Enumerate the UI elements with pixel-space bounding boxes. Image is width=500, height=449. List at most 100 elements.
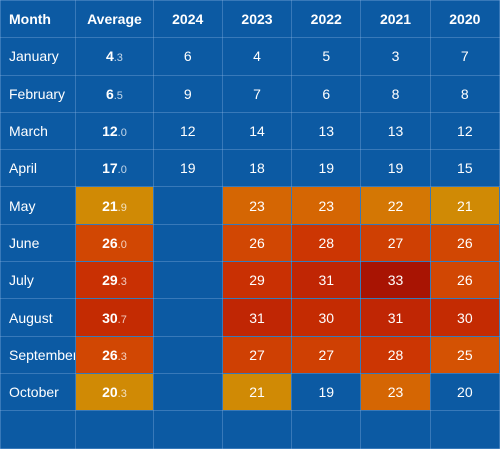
value-cell-2020: 30 [429, 298, 500, 337]
table-row: July 29.3 29 31 33 26 [0, 261, 500, 300]
header-year-2022: 2022 [291, 0, 362, 39]
value-cell-2022: 19 [291, 149, 362, 188]
average-integer: 4 [105, 48, 114, 65]
average-decimal: .5 [113, 89, 123, 102]
value-cell-2020: 15 [429, 149, 500, 188]
value-cell-2023: 14 [221, 111, 293, 151]
average-cell: 12.0 [75, 111, 154, 151]
average-integer: 20 [102, 384, 118, 401]
value-cell-2021: 13 [360, 111, 431, 151]
value-cell-2024 [152, 372, 223, 412]
value-cell-2024: 12 [152, 111, 223, 151]
average-cell: 26.3 [75, 335, 154, 374]
value-cell-2024 [152, 223, 223, 263]
average-cell [75, 410, 154, 449]
value-cell-2020: 21 [429, 186, 500, 225]
month-cell: May [0, 186, 77, 225]
table-row: June 26.0 26 28 27 26 [0, 223, 500, 263]
value-cell-2020: 26 [429, 261, 500, 300]
table-row: October 20.3 21 19 23 20 [0, 372, 500, 412]
table-row: April 17.0 19 18 19 19 15 [0, 149, 500, 188]
table-row: September 26.3 27 27 28 25 [0, 335, 500, 374]
value-cell-2024: 6 [152, 37, 223, 76]
average-decimal: .0 [117, 238, 127, 251]
value-cell-2023: 31 [221, 298, 293, 337]
month-cell: August [0, 298, 77, 337]
value-cell-2020: 26 [429, 223, 500, 263]
value-cell-2023: 18 [221, 149, 293, 188]
value-cell-2023: 4 [221, 37, 293, 76]
value-cell-2020: 25 [429, 335, 500, 374]
value-cell-2023: 26 [221, 223, 293, 263]
value-cell-2024 [152, 186, 223, 225]
average-cell: 20.3 [75, 372, 154, 412]
average-cell: 26.0 [75, 223, 154, 263]
value-cell-2024 [152, 261, 223, 300]
value-cell-2021: 33 [360, 261, 431, 300]
average-decimal: .0 [117, 164, 127, 177]
value-cell-2022: 6 [291, 74, 362, 113]
value-cell-2022 [291, 410, 362, 449]
month-cell [0, 410, 77, 449]
value-cell-2021: 27 [360, 223, 431, 263]
average-decimal: .3 [113, 52, 123, 65]
table-row: January 4.3 6 4 5 3 7 [0, 37, 500, 76]
header-year-2021: 2021 [360, 0, 431, 39]
value-cell-2021: 19 [360, 149, 431, 188]
month-cell: July [0, 261, 77, 300]
month-cell: September [0, 335, 77, 374]
value-cell-2020 [429, 410, 500, 449]
average-decimal: .0 [117, 127, 127, 140]
value-cell-2024: 19 [152, 149, 223, 188]
header-year-2020: 2020 [429, 0, 500, 39]
month-cell: June [0, 223, 77, 263]
value-cell-2024 [152, 298, 223, 337]
average-integer: 12 [102, 123, 118, 140]
average-cell: 21.9 [75, 186, 154, 225]
table-row [0, 410, 500, 449]
average-decimal: .7 [117, 313, 127, 326]
month-cell: March [0, 111, 77, 151]
value-cell-2023 [221, 410, 293, 449]
value-cell-2021: 8 [360, 74, 431, 113]
value-cell-2021: 31 [360, 298, 431, 337]
average-integer: 26 [102, 234, 118, 251]
month-cell: April [0, 149, 77, 188]
average-cell: 4.3 [75, 37, 154, 76]
value-cell-2021: 23 [360, 372, 431, 412]
table-body: January 4.3 6 4 5 3 7 February 6.5 9 7 6 8 8 March 12.0… [0, 37, 500, 449]
value-cell-2023: 29 [221, 261, 293, 300]
value-cell-2020: 20 [429, 372, 500, 412]
value-cell-2022: 27 [291, 335, 362, 374]
header-average: Average [75, 0, 154, 39]
table-row: May 21.9 23 23 22 21 [0, 186, 500, 225]
value-cell-2022: 23 [291, 186, 362, 225]
value-cell-2023: 7 [221, 74, 293, 113]
average-integer: 17 [102, 160, 118, 177]
average-cell: 17.0 [75, 149, 154, 188]
average-integer: 30 [102, 309, 118, 326]
average-cell: 29.3 [75, 261, 154, 300]
average-decimal: .3 [117, 388, 127, 401]
table-row: March 12.0 12 14 13 13 12 [0, 111, 500, 151]
value-cell-2024 [152, 335, 223, 374]
average-cell: 6.5 [75, 74, 154, 113]
value-cell-2022: 13 [291, 111, 362, 151]
value-cell-2022: 5 [291, 37, 362, 76]
header-year-2024: 2024 [152, 0, 223, 39]
table-row: August 30.7 31 30 31 30 [0, 298, 500, 337]
value-cell-2021: 22 [360, 186, 431, 225]
header-month: Month [0, 0, 77, 39]
average-decimal: .3 [117, 276, 127, 289]
value-cell-2020: 7 [429, 37, 500, 76]
value-cell-2021: 3 [360, 37, 431, 76]
value-cell-2020: 12 [429, 111, 500, 151]
value-cell-2021 [360, 410, 431, 449]
value-cell-2022: 28 [291, 223, 362, 263]
header-year-2023: 2023 [221, 0, 293, 39]
month-cell: January [0, 37, 77, 76]
value-cell-2022: 30 [291, 298, 362, 337]
value-cell-2021: 28 [360, 335, 431, 374]
value-cell-2022: 31 [291, 261, 362, 300]
